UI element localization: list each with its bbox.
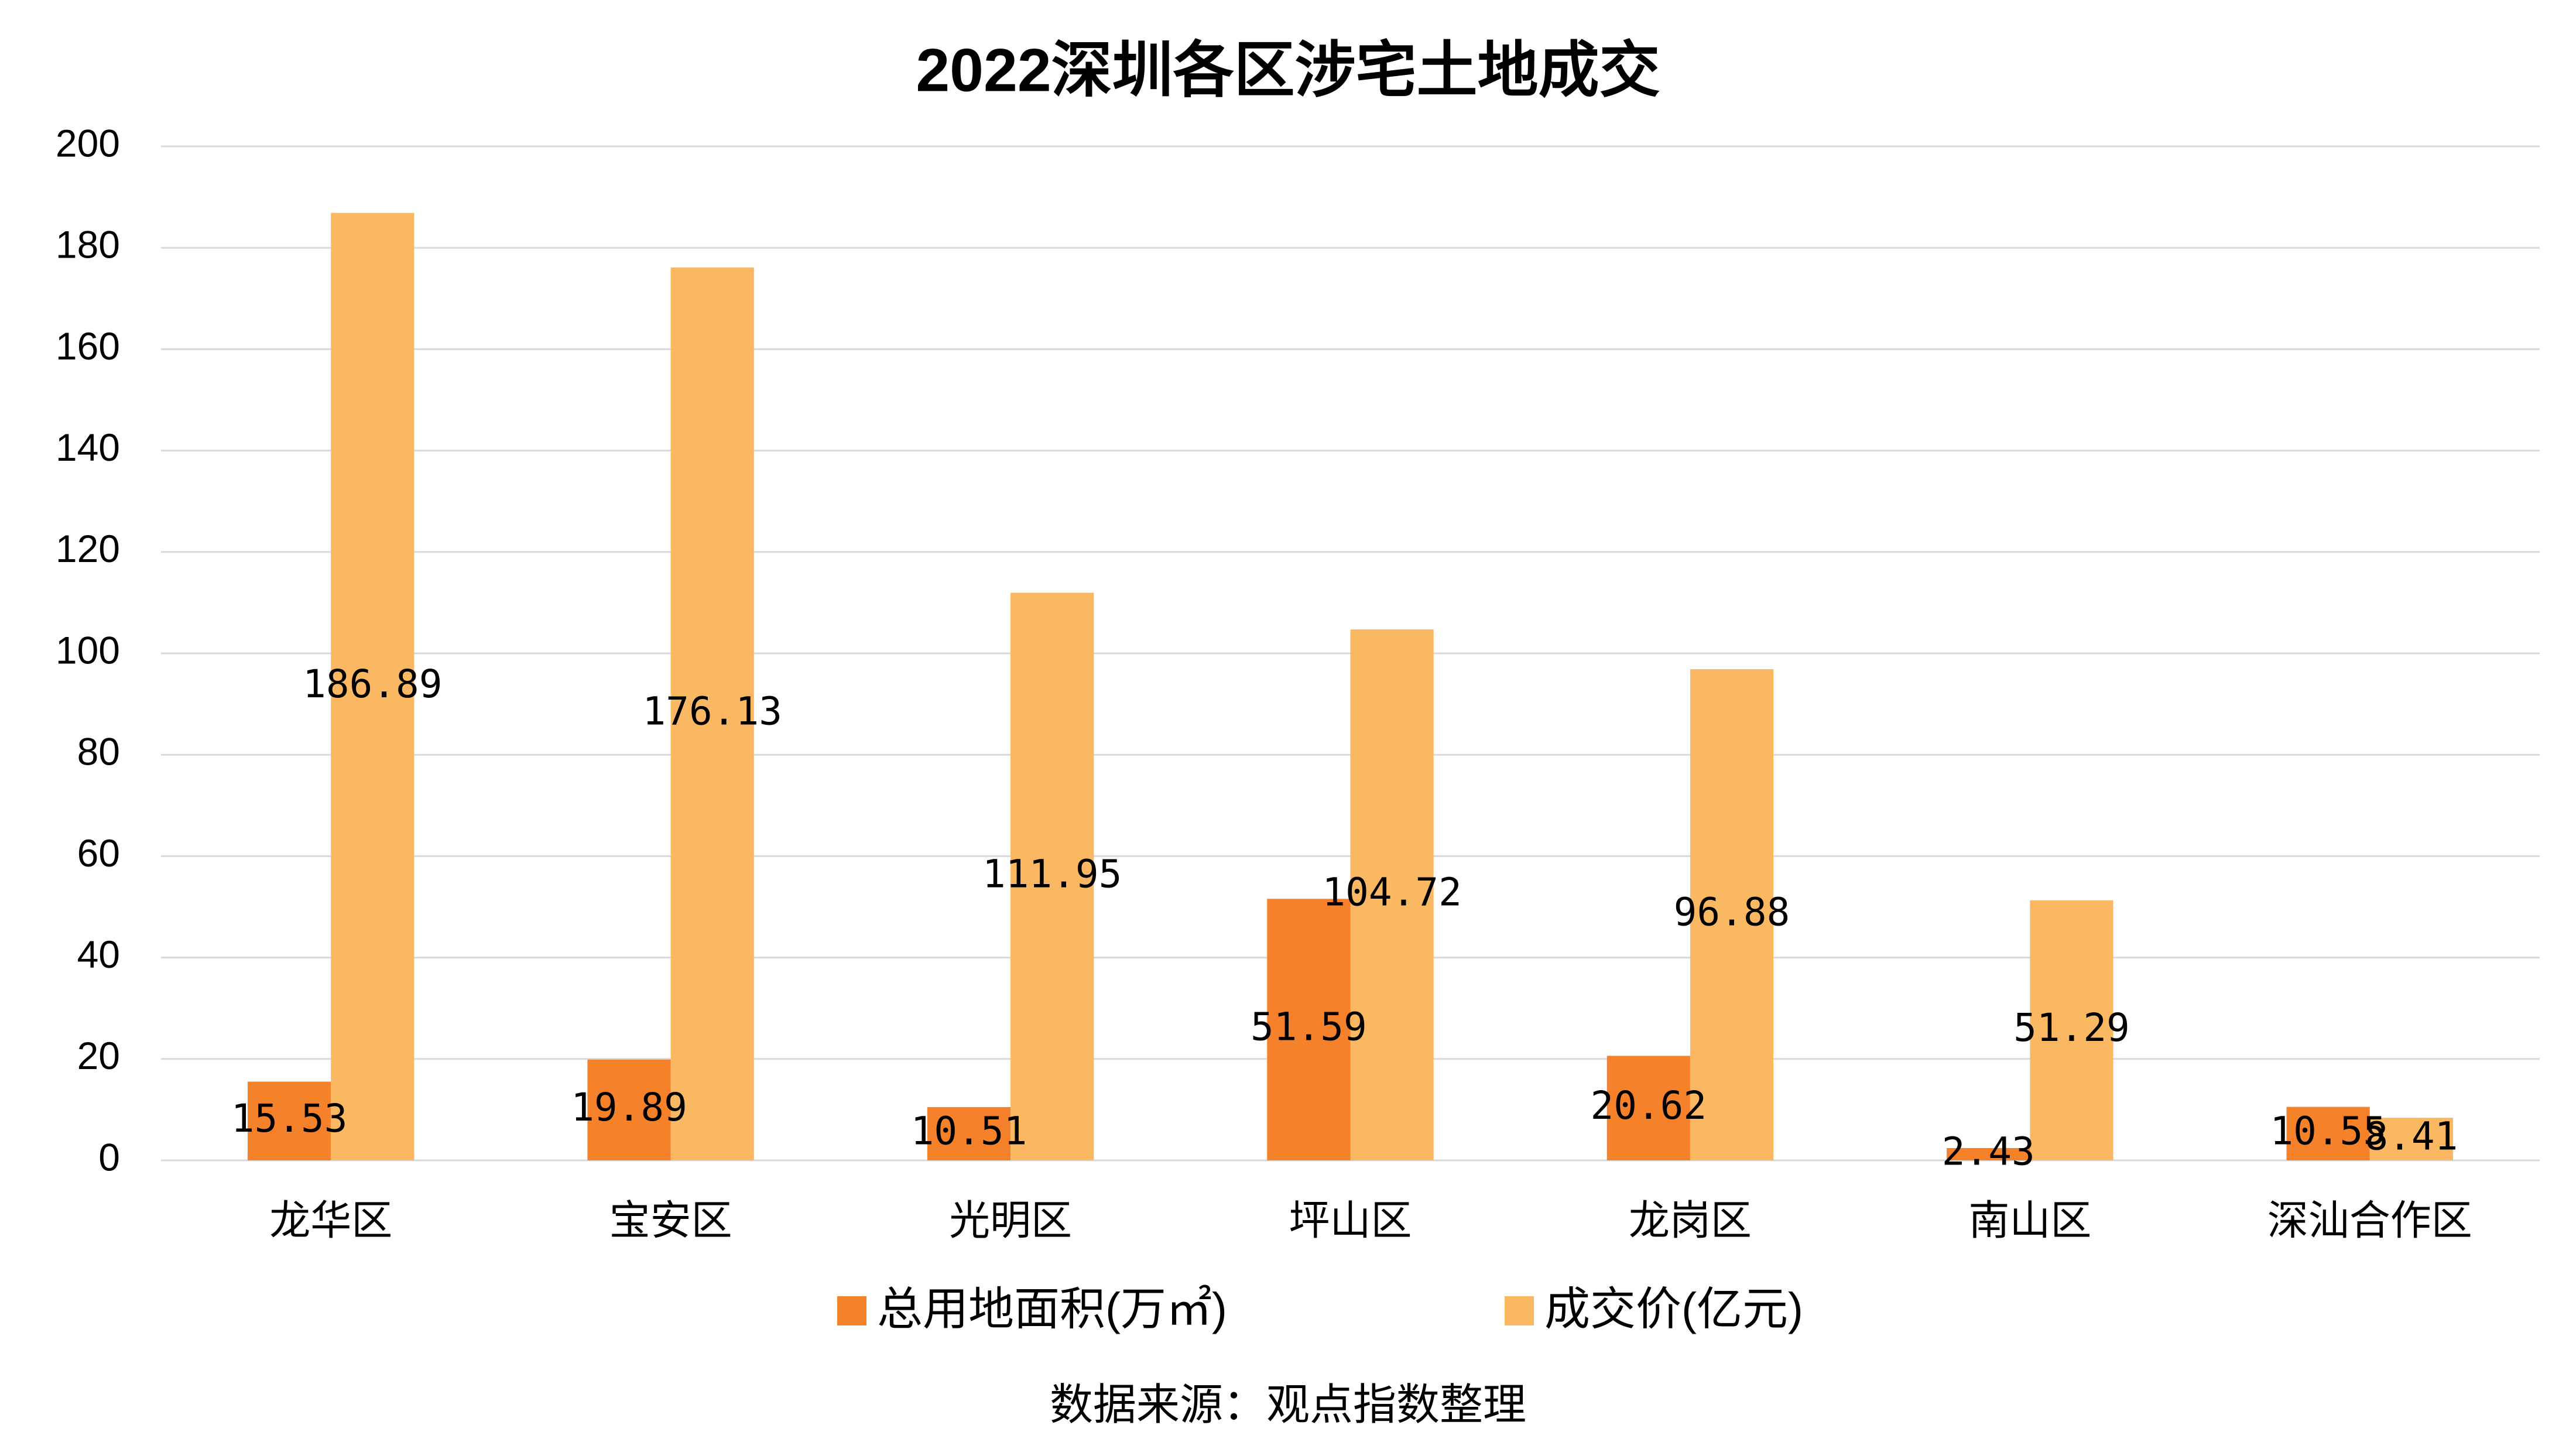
bar xyxy=(2369,1118,2453,1160)
chart-title: 2022深圳各区涉宅土地成交 xyxy=(916,36,1660,104)
bar xyxy=(1267,899,1351,1160)
x-tick-label: 光明区 xyxy=(949,1197,1072,1243)
bar xyxy=(1606,1056,1690,1160)
y-tick-label: 60 xyxy=(77,831,120,875)
bar xyxy=(670,267,754,1160)
data-label: 20.62 xyxy=(1590,1083,1707,1128)
x-tick-label: 深汕合作区 xyxy=(2267,1197,2472,1243)
bar xyxy=(1690,669,1774,1160)
x-tick-label: 坪山区 xyxy=(1289,1197,1412,1243)
data-label: 51.59 xyxy=(1251,1005,1367,1050)
bar xyxy=(1010,592,1094,1160)
data-label: 15.53 xyxy=(231,1096,348,1141)
bar xyxy=(1350,629,1434,1160)
bar xyxy=(248,1081,331,1160)
data-label: 111.95 xyxy=(982,851,1122,896)
data-label: 96.88 xyxy=(1674,890,1790,935)
bar xyxy=(1947,1147,2030,1160)
y-tick-label: 120 xyxy=(56,527,120,570)
x-tick-label: 宝安区 xyxy=(609,1197,732,1243)
data-label: 51.29 xyxy=(2013,1005,2130,1050)
data-label: 104.72 xyxy=(1322,870,1461,915)
bar xyxy=(587,1059,671,1160)
data-label: 8.41 xyxy=(2365,1114,2458,1159)
data-label: 19.89 xyxy=(571,1085,687,1130)
y-tick-label: 100 xyxy=(56,628,120,672)
y-tick-label: 140 xyxy=(56,426,120,469)
source-note: 数据来源：观点指数整理 xyxy=(1050,1381,1526,1429)
y-tick-label: 40 xyxy=(77,933,120,976)
y-tick-label: 0 xyxy=(98,1135,120,1179)
data-label: 186.89 xyxy=(303,662,442,707)
data-label: 176.13 xyxy=(643,688,782,734)
bar xyxy=(927,1107,1011,1160)
legend-label: 总用地面积(万㎡) xyxy=(877,1283,1227,1335)
legend-swatch xyxy=(837,1296,866,1325)
legend-label: 成交价(亿元) xyxy=(1544,1283,1803,1335)
data-label: 2.43 xyxy=(1942,1129,2035,1174)
x-tick-label: 南山区 xyxy=(1968,1197,2091,1243)
y-tick-label: 200 xyxy=(56,121,120,165)
y-tick-label: 80 xyxy=(77,730,120,773)
data-label: 10.51 xyxy=(911,1109,1027,1154)
legend-swatch xyxy=(1505,1296,1534,1325)
y-tick-label: 20 xyxy=(77,1034,120,1077)
y-tick-label: 180 xyxy=(56,223,120,266)
x-tick-label: 龙岗区 xyxy=(1629,1197,1752,1243)
bar xyxy=(2286,1107,2370,1160)
y-tick-label: 160 xyxy=(56,324,120,368)
x-tick-label: 龙华区 xyxy=(269,1197,392,1243)
data-label: 10.55 xyxy=(2270,1108,2386,1153)
bar xyxy=(331,213,415,1160)
bar xyxy=(2030,900,2113,1160)
